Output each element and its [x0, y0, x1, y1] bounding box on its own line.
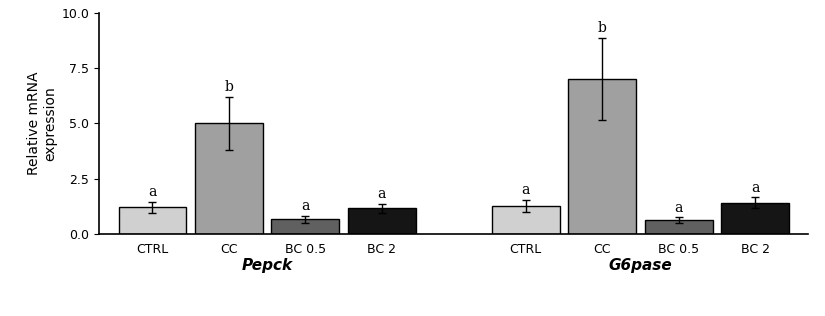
Text: CC: CC [593, 243, 611, 256]
Bar [271, 219, 339, 234]
Text: b: b [598, 21, 606, 35]
Text: a: a [378, 187, 386, 201]
Bar [492, 206, 559, 234]
Bar [348, 209, 416, 234]
Bar [645, 220, 713, 234]
Text: a: a [675, 201, 683, 215]
Bar [721, 203, 789, 234]
Text: a: a [751, 181, 759, 195]
Text: BC 0.5: BC 0.5 [658, 243, 700, 256]
Text: CC: CC [220, 243, 238, 256]
Bar [195, 123, 262, 234]
Bar [568, 79, 636, 234]
Text: BC 2: BC 2 [367, 243, 396, 256]
Text: a: a [521, 183, 530, 197]
Text: BC 2: BC 2 [741, 243, 770, 256]
Text: CTRL: CTRL [510, 243, 542, 256]
Bar [119, 207, 186, 234]
Text: BC 0.5: BC 0.5 [285, 243, 326, 256]
Text: CTRL: CTRL [136, 243, 168, 256]
Text: Pepck: Pepck [242, 258, 293, 273]
Y-axis label: Relative mRNA
expression: Relative mRNA expression [27, 71, 57, 175]
Text: a: a [148, 185, 157, 199]
Text: a: a [301, 199, 309, 214]
Text: G6pase: G6pase [609, 258, 672, 273]
Text: b: b [224, 80, 233, 94]
